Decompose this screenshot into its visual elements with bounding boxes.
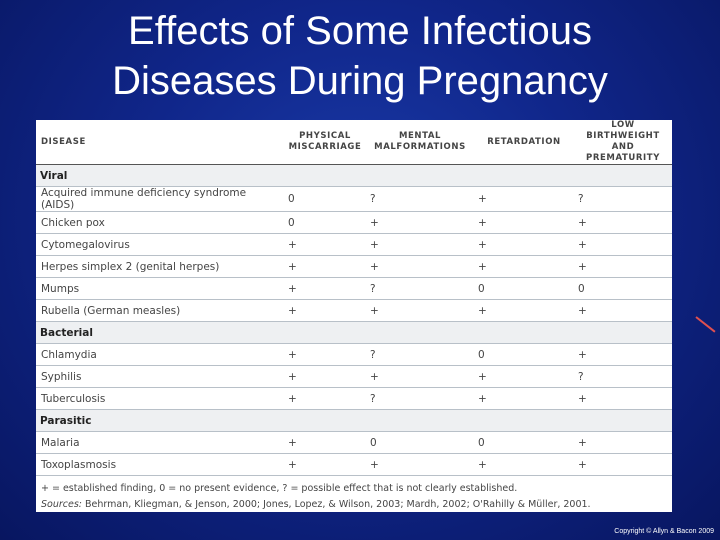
disease-name-cell: Chlamydia [36, 343, 284, 366]
column-header: MENTAL MALFORMATIONS [366, 120, 474, 165]
effect-cell: 0 [574, 277, 672, 300]
disease-name-cell: Chicken pox [36, 211, 284, 234]
table-body: Viral Acquired immune deficiency syndrome… [36, 164, 672, 476]
table-row: Chicken pox 0 + + + [36, 211, 672, 234]
column-header: PHYSICAL MISCARRIAGE [284, 120, 366, 165]
effect-cell: + [284, 277, 366, 300]
section-label: Bacterial [36, 321, 672, 344]
effect-cell: ? [574, 186, 672, 212]
disease-name-cell: Malaria [36, 431, 284, 454]
effect-cell: + [284, 343, 366, 366]
effect-cell: + [574, 431, 672, 454]
effect-cell: ? [574, 365, 672, 388]
disease-name-cell: Syphilis [36, 365, 284, 388]
section-row: Bacterial [36, 321, 672, 344]
effect-cell: 0 [474, 343, 574, 366]
effect-cell: + [574, 387, 672, 410]
effect-cell: + [474, 211, 574, 234]
slide-title-line-1: Effects of Some Infectious [128, 9, 592, 53]
effect-cell: + [574, 233, 672, 256]
effect-cell: + [574, 453, 672, 476]
effect-cell: + [366, 233, 474, 256]
effect-cell: + [474, 453, 574, 476]
table-header-row: DISEASE PHYSICAL MISCARRIAGE MENTAL MALFOR… [36, 120, 672, 165]
effect-cell: ? [366, 387, 474, 410]
effect-cell: + [284, 365, 366, 388]
table-row: Herpes simplex 2 (genital herpes) + + + + [36, 255, 672, 278]
effect-cell: + [284, 233, 366, 256]
effect-cell: 0 [366, 431, 474, 454]
table-row: Tuberculosis +? + + [36, 387, 672, 410]
column-header: DISEASE [36, 120, 284, 165]
effect-cell: 0 [474, 277, 574, 300]
effect-cell: + [284, 255, 366, 278]
column-header: LOW BIRTHWEIGHT AND PREMATURITY [574, 120, 672, 165]
disease-name-cell: Mumps [36, 277, 284, 300]
effect-cell: + [284, 299, 366, 322]
sources-text: Behrman, Kliegman, & Jenson, 2000; Jones… [85, 499, 591, 510]
effect-cell: 0 [284, 211, 366, 234]
table-row: Toxoplasmosis + + + + [36, 453, 672, 476]
section-row: Parasitic [36, 409, 672, 432]
effect-cell: + [474, 255, 574, 278]
effect-cell: + [474, 299, 574, 322]
disease-table-panel: DISEASE PHYSICAL MISCARRIAGE MENTAL MALFOR… [36, 120, 672, 512]
disease-name-cell: Cytomegalovirus [36, 233, 284, 256]
effect-cell: + [284, 387, 366, 410]
effect-cell: + [474, 365, 574, 388]
effect-cell: ? [366, 277, 474, 300]
disease-name-cell: Toxoplasmosis [36, 453, 284, 476]
table-legend: + = established finding, 0 = no present … [41, 483, 518, 494]
effect-cell: + [366, 365, 474, 388]
effect-cell: + [284, 453, 366, 476]
effect-cell: ? [366, 186, 474, 212]
effect-cell: + [366, 255, 474, 278]
effect-cell: + [366, 453, 474, 476]
table-row: Mumps +? 0 0 [36, 277, 672, 300]
section-label: Viral [36, 164, 672, 187]
disease-name-cell: Rubella (German measles) [36, 299, 284, 322]
disease-name-cell: Acquired immune deficiency syndrome (AID… [36, 186, 284, 212]
disease-name-cell: Tuberculosis [36, 387, 284, 410]
table-sources: Sources: Behrman, Kliegman, & Jenson, 20… [41, 497, 667, 512]
sources-label: Sources: [41, 499, 82, 510]
effect-cell: + [574, 299, 672, 322]
table-footer: + = established finding, 0 = no present … [36, 476, 672, 512]
effect-cell: ? [366, 343, 474, 366]
table-header: DISEASE PHYSICAL MISCARRIAGE MENTAL MALFOR… [36, 120, 672, 165]
effect-cell: + [574, 255, 672, 278]
disease-name-cell: Herpes simplex 2 (genital herpes) [36, 255, 284, 278]
effect-cell: + [474, 233, 574, 256]
table-row: Acquired immune deficiency syndrome (AID… [36, 186, 672, 212]
effect-cell: 0 [284, 186, 366, 212]
disease-effects-table: DISEASE PHYSICAL MISCARRIAGE MENTAL MALFOR… [36, 120, 672, 476]
table-row: Chlamydia +? 0 + [36, 343, 672, 366]
effect-cell: + [366, 211, 474, 234]
table-row: Rubella (German measles) + + + + [36, 299, 672, 322]
section-row: Viral [36, 164, 672, 187]
effect-cell: + [574, 343, 672, 366]
decorative-line [695, 316, 716, 333]
section-label: Parasitic [36, 409, 672, 432]
effect-cell: + [474, 186, 574, 212]
effect-cell: 0 [474, 431, 574, 454]
effect-cell: + [366, 299, 474, 322]
slide-title: Effects of Some Infectious Diseases Duri… [0, 6, 720, 106]
column-header: RETARDATION [474, 120, 574, 165]
effect-cell: + [474, 387, 574, 410]
effect-cell: + [574, 211, 672, 234]
table-row: Malaria +0 0 + [36, 431, 672, 454]
slide-title-line-2: Diseases During Pregnancy [112, 59, 608, 103]
table-row: Syphilis + + +? [36, 365, 672, 388]
effect-cell: + [284, 431, 366, 454]
table-row: Cytomegalovirus + + + + [36, 233, 672, 256]
copyright-notice: Copyright © Allyn & Bacon 2009 [614, 528, 714, 535]
